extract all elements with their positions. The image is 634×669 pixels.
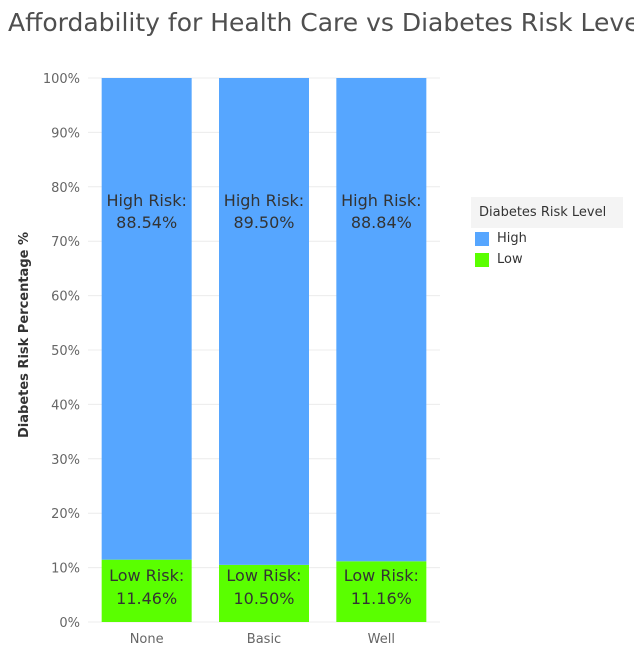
data-label-low-prefix: Low Risk: [109,566,184,585]
y-tick-label: 30% [51,453,80,468]
data-label-low-value: 11.46% [116,589,177,608]
bar-low-none [101,559,192,622]
data-label-high-value: 88.84% [351,213,412,232]
data-label-low-prefix: Low Risk: [344,566,419,585]
data-label-high-prefix: High Risk: [224,191,304,210]
bar-high-well [336,78,427,562]
legend-item-low[interactable]: Low [475,249,623,270]
legend-title: Diabetes Risk Level [471,197,623,228]
bar-high-none [101,78,192,560]
x-tick-label: Well [368,632,395,647]
legend-swatch-high [475,231,489,246]
x-tick-label: Basic [247,632,281,647]
y-tick-label: 90% [51,126,80,141]
y-tick-label: 0% [59,616,80,631]
y-tick-label: 100% [43,72,80,87]
bar-low-well [336,561,427,622]
y-tick-label: 40% [51,398,80,413]
chart-title: Affordability for Health Care vs Diabete… [8,8,634,37]
legend: Diabetes Risk Level High Low [471,197,623,270]
y-tick-label: 60% [51,290,80,305]
y-axis-title: Diabetes Risk Percentage % [17,232,32,438]
legend-item-high[interactable]: High [475,228,623,249]
x-tick-label: None [130,632,164,647]
data-label-high-value: 88.54% [116,213,177,232]
data-label-low-value: 10.50% [233,589,294,608]
bar-low-basic [219,564,309,622]
data-label-high-prefix: High Risk: [341,191,421,210]
y-tick-label: 80% [51,181,80,196]
data-label-low-prefix: Low Risk: [226,566,301,585]
y-tick-label: 50% [51,344,80,359]
y-tick-label: 70% [51,235,80,250]
bar-high-basic [219,78,309,565]
data-label-high-value: 89.50% [233,213,294,232]
data-label-high-prefix: High Risk: [106,191,186,210]
y-tick-label: 20% [51,507,80,522]
data-label-low-value: 11.16% [351,589,412,608]
legend-label-high: High [497,231,527,246]
legend-swatch-low [475,252,489,267]
legend-label-low: Low [497,252,523,267]
y-tick-label: 10% [51,562,80,577]
